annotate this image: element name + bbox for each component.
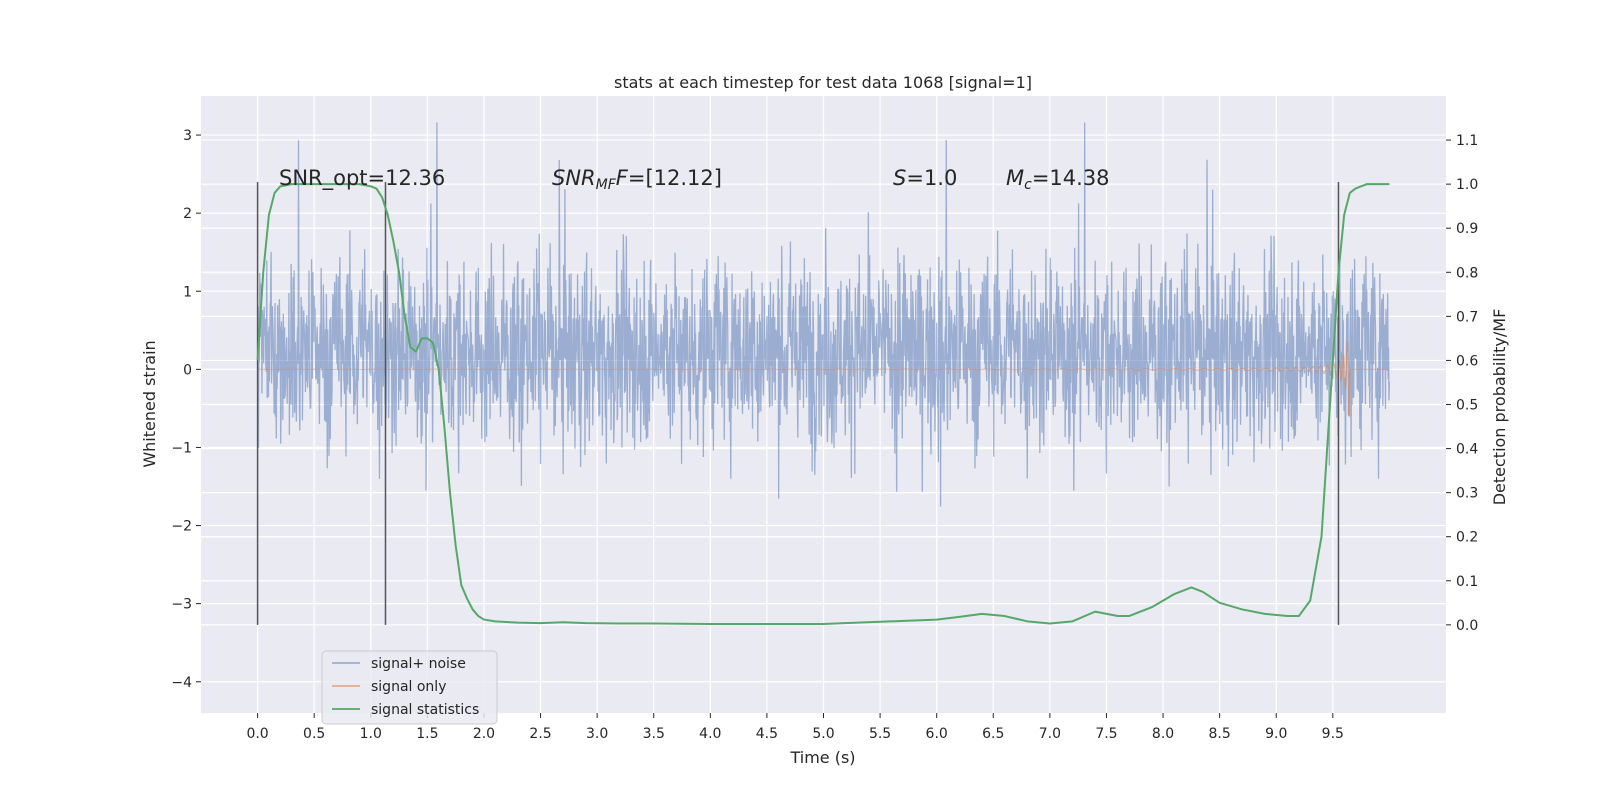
y-axis-label: Whitened strain (140, 340, 159, 467)
y2-tick-label: 0.1 (1456, 574, 1478, 590)
s-name: S (893, 166, 906, 190)
y2-tick-label: 1.1 (1456, 133, 1478, 149)
y-tick-label: −4 (171, 675, 192, 691)
y-tick-label: 2 (183, 206, 192, 222)
y2-tick-label: 0.4 (1456, 442, 1478, 458)
x-tick-label: 7.0 (1039, 726, 1061, 742)
x-tick-label: 5.0 (812, 726, 834, 742)
stats-trace (256, 183, 1390, 625)
y2-tick-label: 0.2 (1456, 530, 1478, 546)
noise-trace (256, 122, 1391, 507)
x-tick-label: 4.5 (756, 726, 778, 742)
y2-tick-label: 0.5 (1456, 398, 1478, 414)
x-tick-label: 1.0 (360, 726, 382, 742)
mc-sub: c (1024, 177, 1032, 193)
y2-tick-label: 0.3 (1456, 486, 1478, 502)
x-tick-label: 2.0 (473, 726, 495, 742)
y2-tick-label: 0.8 (1456, 265, 1478, 281)
x-tick-label: 3.5 (643, 726, 665, 742)
annotation-snr-mf: SNRMFF=[12.12] (552, 166, 722, 193)
y-tick-label: 3 (183, 128, 192, 144)
chart-title: stats at each timestep for test data 106… (614, 73, 1032, 92)
signal-trace (257, 341, 1390, 417)
x-tick-label: 1.5 (416, 726, 438, 742)
y2-tick-label: 0.7 (1456, 309, 1478, 325)
x-tick-label: 8.0 (1152, 726, 1174, 742)
y-tick-label: 1 (183, 284, 192, 300)
mc-value: =14.38 (1032, 166, 1110, 190)
x-axis-label: Time (s) (789, 748, 855, 767)
series-signal-statistics (256, 183, 1390, 625)
x-tick-label: 6.0 (926, 726, 948, 742)
x-tick-label: 7.5 (1095, 726, 1117, 742)
y-tick-label: 0 (183, 362, 192, 378)
x-tick-label: 0.0 (246, 726, 268, 742)
annotation-snr-opt: SNR_opt=12.36 (279, 166, 445, 191)
legend-box (321, 650, 498, 725)
y-tick-label: −3 (171, 597, 192, 613)
mc-name: M (1006, 166, 1024, 190)
legend-label-stats: signal statistics (371, 702, 479, 718)
x-tick-label: 2.5 (529, 726, 551, 742)
s-value: =1.0 (906, 166, 957, 190)
snr-mf-value: =[12.12] (628, 166, 722, 190)
legend-label-signal: signal only (371, 679, 446, 695)
x-tick-label: 0.5 (303, 726, 325, 742)
annotation-mc: Mc=14.38 (1006, 166, 1110, 193)
snr-mf-sub: MF (596, 177, 617, 193)
y2-tick-label: 1.0 (1456, 177, 1478, 193)
snr-mf-name: SNR (552, 166, 596, 190)
ticks: 0.0 0.5 1.0 1.5 2.0 2.5 3.0 3.5 4.0 4.5 5.0 5.5 6.0 6… (171, 128, 1478, 742)
x-tick-label: 4.0 (699, 726, 721, 742)
y2-tick-label: 0.6 (1456, 353, 1478, 369)
x-tick-label: 5.5 (869, 726, 891, 742)
series-signal-only (257, 341, 1390, 417)
x-tick-label: 9.0 (1265, 726, 1287, 742)
x-tick-label: 6.5 (982, 726, 1004, 742)
y-tick-label: −2 (171, 519, 192, 535)
annotation-s: S=1.0 (893, 166, 957, 190)
vertical-markers (256, 181, 1340, 625)
y2-tick-label: 0.9 (1456, 221, 1478, 237)
y2-axis-label: Detection probability/MF (1490, 309, 1509, 506)
x-tick-label: 3.0 (586, 726, 608, 742)
legend-label-noise: signal+ noise (371, 656, 466, 672)
y2-tick-label: 0.0 (1456, 618, 1478, 634)
x-tick-label: 9.5 (1322, 726, 1344, 742)
legend: signal+ noise signal only signal statist… (321, 650, 498, 725)
y-tick-label: −1 (171, 440, 192, 456)
x-tick-label: 8.5 (1209, 726, 1231, 742)
series-signal-plus-noise (256, 122, 1391, 507)
